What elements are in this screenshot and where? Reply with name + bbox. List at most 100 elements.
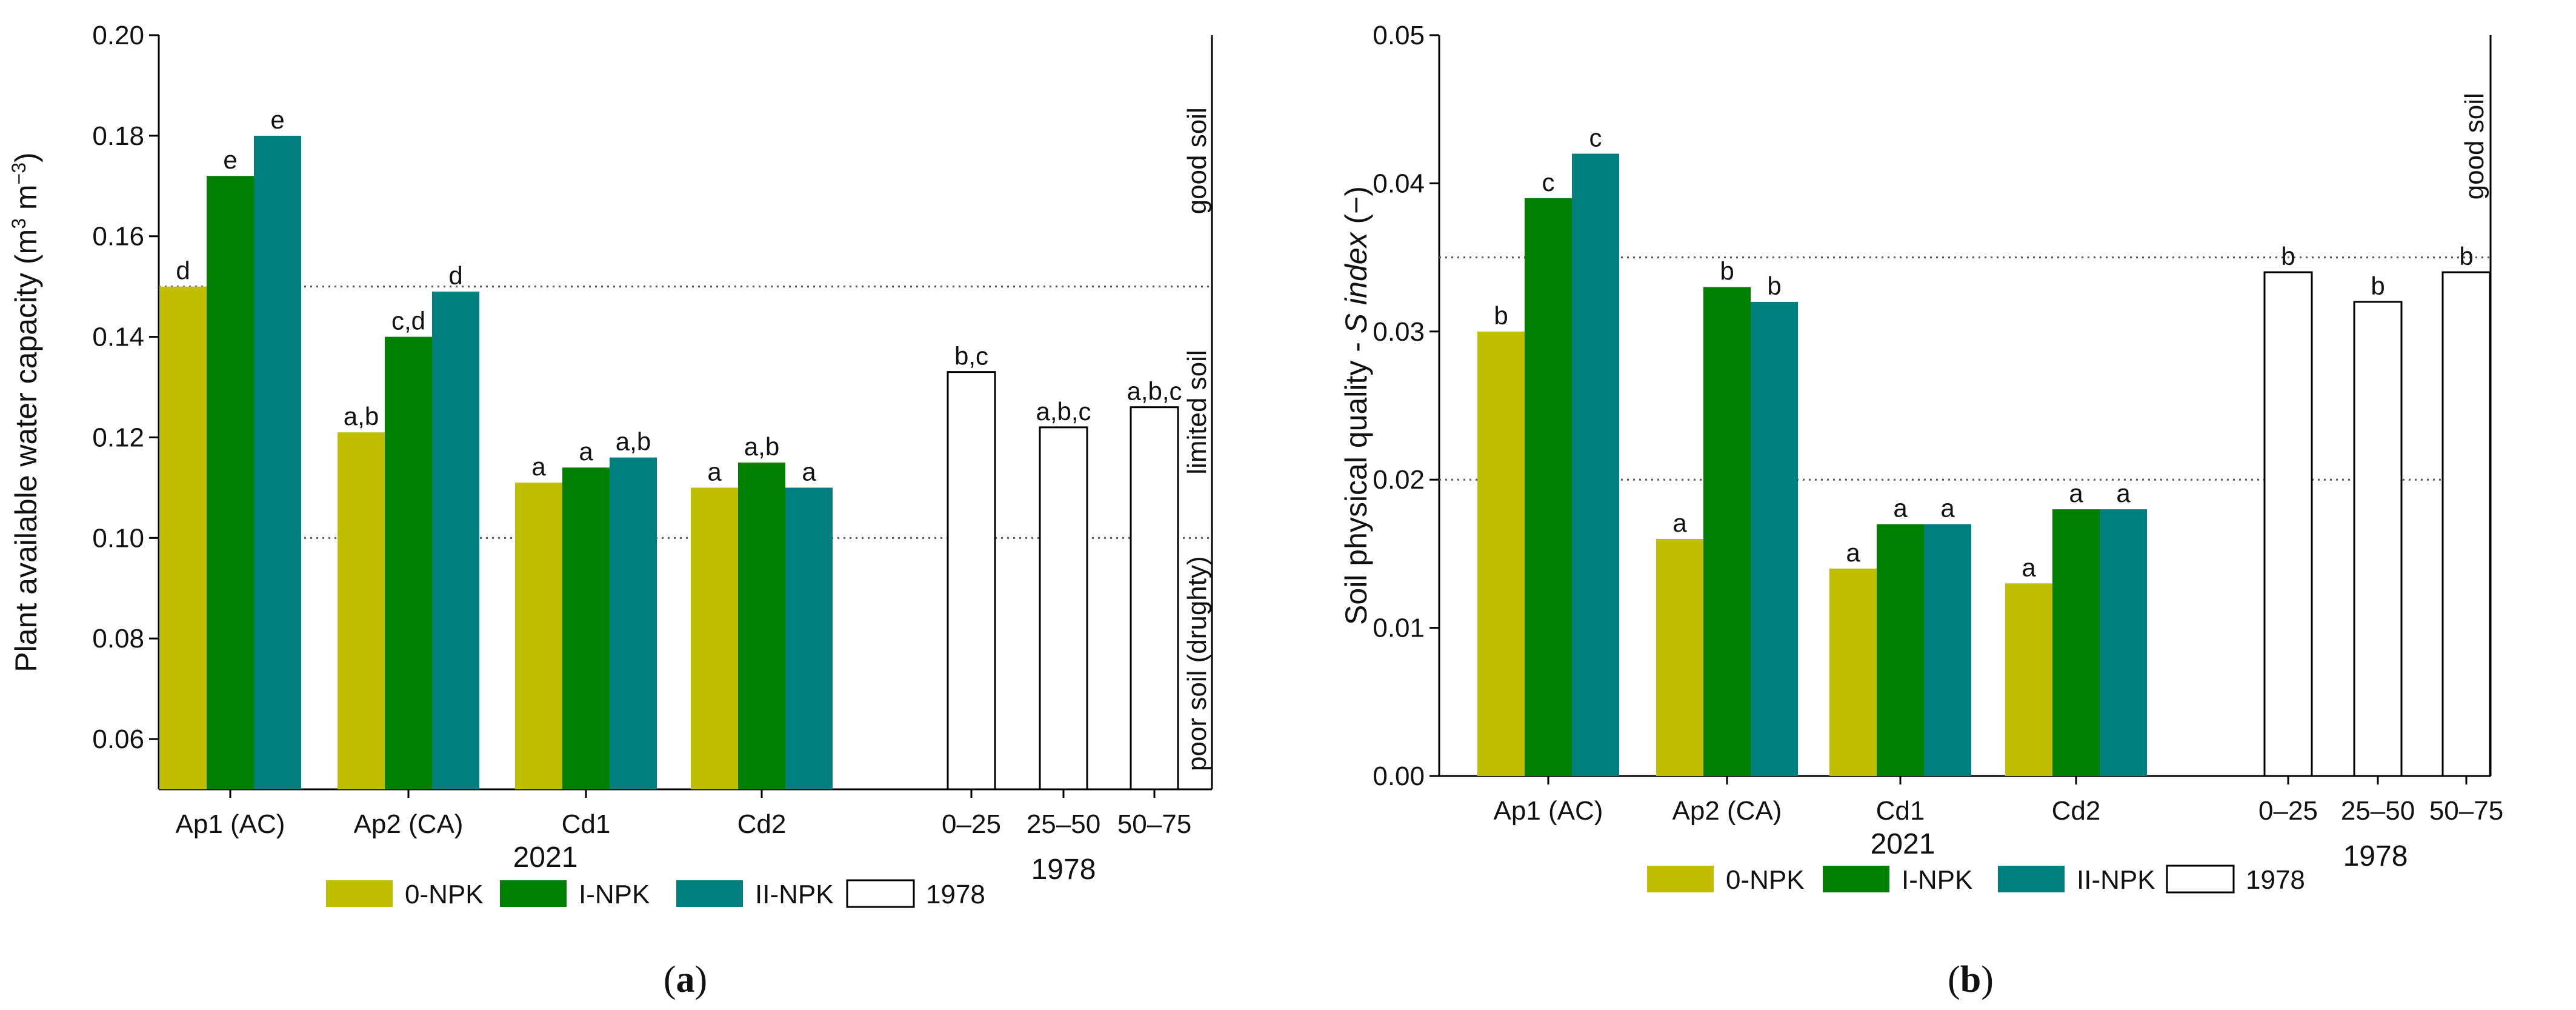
bar-letter-label: a [2069, 479, 2083, 507]
bar-letter-label: a [707, 457, 722, 486]
legend-label: 1978 [926, 880, 985, 909]
bar-I-NPK [1703, 287, 1751, 777]
x-group-label-1978: 1978 [2343, 840, 2408, 872]
x-tick-label: Cd1 [562, 809, 611, 839]
bar-0-NPK [1477, 331, 1525, 776]
bar-1978 [2263, 271, 2313, 777]
zone-label: good soil [2460, 93, 2489, 199]
bar-II-NPK [2100, 509, 2147, 776]
bar-0-NPK [691, 487, 738, 789]
bar-I-NPK [738, 462, 785, 789]
y-axis-label: Plant available water capacity (m3 m−3) [8, 152, 43, 672]
bar-I-NPK [2052, 509, 2100, 776]
y-tick-label: 0.10 [92, 523, 144, 553]
panel-label: (a) [664, 959, 707, 1000]
panel-label-paren: ( [664, 959, 676, 1000]
bar-letter-label: e [223, 145, 237, 174]
bar-1978 [2353, 301, 2403, 777]
y-tick-label: 0.12 [92, 423, 144, 452]
y-axis-label-part: Plant available water capacity (m [9, 229, 43, 672]
legend-swatch [1998, 866, 2065, 892]
bar-1978 [947, 371, 996, 791]
bar-I-NPK [1525, 198, 1572, 777]
x-tick-label: 0–25 [2258, 796, 2318, 826]
panel-label: (b) [1948, 959, 1994, 1000]
y-tick-label: 0.16 [92, 222, 144, 252]
bar-letter-label: b [1767, 272, 1781, 300]
y-tick-label: 0.08 [92, 624, 144, 654]
zone-label: poor soil (drughty) [1182, 556, 1212, 771]
y-tick-label: 0.02 [1373, 465, 1425, 495]
x-tick-label: 0–25 [942, 809, 1001, 839]
x-tick-label: Ap1 (AC) [176, 809, 285, 839]
x-group-label-2021: 2021 [513, 841, 578, 874]
legend-swatch [2166, 865, 2235, 894]
x-group-label-2021: 2021 [1871, 828, 1935, 860]
bar-letter-label: a [2116, 479, 2131, 507]
bar-letter-label: a [579, 437, 593, 466]
bar-letter-label: a [1846, 538, 1860, 567]
bar-letter-label: c,d [391, 307, 425, 335]
y-tick-label: 0.06 [92, 724, 144, 754]
bar-1978 [1039, 426, 1088, 791]
y-axis-label-part: (−) [1339, 186, 1373, 232]
y-tick-label: 0.04 [1373, 169, 1425, 198]
y-tick-label: 0.14 [92, 323, 144, 352]
legend-label: I-NPK [579, 880, 650, 909]
y-axis-label-sup: −3 [8, 162, 30, 184]
x-tick-label: 25–50 [2341, 796, 2415, 826]
bar-0-NPK [1829, 568, 1877, 776]
bar-letter-label: b,c [954, 342, 988, 370]
legend-swatch [326, 880, 393, 907]
bar-letter-label: e [270, 105, 284, 134]
panel-label-letter: a [676, 959, 695, 1000]
x-tick-label: Cd2 [2052, 796, 2101, 826]
bar-letter-label: b [1494, 301, 1508, 330]
y-axis-label: Soil physical quality - S index (−) [1339, 186, 1373, 625]
y-tick-label: 0.05 [1373, 21, 1425, 50]
bar-I-NPK [385, 336, 432, 789]
bar-II-NPK [1572, 153, 1619, 776]
x-tick-label: Ap2 (CA) [1672, 796, 1782, 826]
panel-label-paren: ) [695, 959, 708, 1000]
bar-letter-label: a [531, 452, 546, 481]
legend-label: II-NPK [755, 880, 834, 909]
bar-letter-label: a,b,c [1127, 377, 1182, 406]
bar-letter-label: d [176, 256, 190, 285]
bar-1978 [1130, 406, 1179, 791]
bar-letter-label: a,b [344, 402, 379, 430]
zone-label: limited soil [1182, 350, 1212, 474]
bar-letter-label: b [2281, 242, 2295, 270]
bar-I-NPK [207, 176, 254, 789]
y-tick-label: 0.18 [92, 121, 144, 151]
bar-II-NPK [785, 487, 833, 789]
panel-label-paren: ( [1948, 959, 1960, 1000]
bar-0-NPK [338, 432, 385, 789]
bar-I-NPK [1877, 524, 1924, 776]
bar-II-NPK [254, 135, 301, 789]
y-axis-label-italic: S index [1339, 231, 1373, 333]
bar-letter-label: d [448, 261, 462, 290]
x-tick-label: Cd2 [737, 809, 787, 839]
legend-swatch [1823, 866, 1889, 892]
y-axis-label-part: Soil physical quality - [1339, 333, 1373, 625]
bar-letter-label: a,b [616, 427, 651, 456]
bar-letter-label: a,b [744, 432, 779, 461]
legend-label: 0-NPK [405, 880, 484, 909]
legend-swatch [500, 880, 567, 907]
bar-II-NPK [1751, 301, 1798, 776]
bar-0-NPK [515, 483, 562, 789]
legend-swatch [676, 880, 743, 907]
bar-II-NPK [432, 291, 479, 790]
bar-letter-label: a,b,c [1036, 397, 1091, 426]
x-group-label-1978: 1978 [1031, 854, 1096, 886]
bar-letter-label: a [1893, 494, 1908, 523]
bar-letter-label: a [802, 457, 816, 486]
bar-letter-label: b [2371, 272, 2385, 300]
y-axis-label-part: ) [9, 152, 43, 162]
y-tick-label: 0.03 [1373, 317, 1425, 347]
bar-letter-label: a [2022, 553, 2036, 581]
bar-letter-label: a [1940, 494, 1955, 523]
x-tick-label: 50–75 [1117, 809, 1191, 839]
